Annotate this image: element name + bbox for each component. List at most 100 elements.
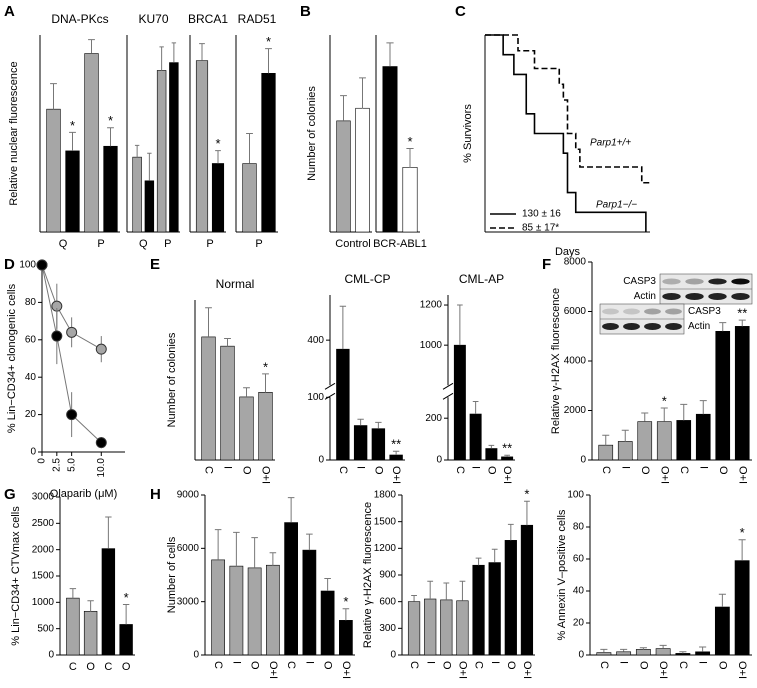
error-bar <box>171 42 177 63</box>
panel-label: D <box>4 256 15 273</box>
x-tick-label: C <box>104 661 112 673</box>
error-bar <box>639 647 647 650</box>
bar <box>637 421 653 461</box>
x-tick-label: C <box>598 661 610 669</box>
error-bar <box>621 429 629 442</box>
bar <box>655 648 671 656</box>
error-bar <box>488 444 495 449</box>
error-bar <box>134 144 140 158</box>
bar <box>247 567 262 656</box>
blot-band <box>602 308 619 315</box>
legend-label: 130 ± 16 <box>522 209 561 220</box>
error-bar <box>738 539 746 561</box>
x-tick-label: Q <box>139 238 148 250</box>
y-tick-label: 80 <box>573 522 585 533</box>
y-axis-label: Number of colonies <box>166 332 178 427</box>
curve-label: Parp1−/− <box>596 200 637 211</box>
error-bar <box>679 651 687 654</box>
blot-band <box>731 278 750 285</box>
x-tick-label: C <box>337 466 349 474</box>
panel-label: H <box>150 486 161 503</box>
x-tick-label: P <box>164 238 171 250</box>
error-bar <box>342 608 350 621</box>
y-tick-label: 8000 <box>564 257 587 268</box>
blot-band <box>623 308 640 315</box>
y-tick-label: 80 <box>25 297 37 308</box>
y-tick-label: 1800 <box>374 490 397 501</box>
x-tick-label: P <box>97 238 104 250</box>
bar <box>469 413 482 461</box>
blot-band <box>708 278 727 285</box>
bar <box>440 599 453 656</box>
bar <box>229 565 244 656</box>
significance-mark: * <box>215 136 220 151</box>
bar <box>616 651 632 656</box>
bar <box>320 590 335 656</box>
chart-title: DNA-PKcs <box>51 12 108 26</box>
y-tick-label: 9000 <box>177 490 200 501</box>
error-bar <box>491 548 498 563</box>
y-axis-label: % Annexin V–positive cells <box>556 509 568 640</box>
bar <box>501 456 514 461</box>
y-axis-label: Relative γ-H2AX fluorescence <box>362 502 374 648</box>
chart-title: CML-CP <box>344 272 390 286</box>
x-tick-label: I <box>619 466 631 469</box>
bar <box>596 652 612 656</box>
series-line <box>485 34 647 232</box>
significance-mark: * <box>662 393 667 408</box>
x-tick-label: 10.0 <box>96 458 107 478</box>
blot-band <box>662 278 681 285</box>
significance-mark: * <box>70 118 75 133</box>
x-tick-label: C <box>212 661 224 669</box>
panel-label: G <box>4 486 16 503</box>
y-tick-label: 0 <box>390 650 396 661</box>
x-tick-label: 5.0 <box>66 458 77 472</box>
error-bar <box>339 305 347 350</box>
y-tick-label: 0 <box>48 650 54 661</box>
x-tick-label: O <box>322 661 334 670</box>
error-bar <box>660 407 668 422</box>
bar <box>284 522 298 656</box>
error-bar <box>357 418 364 426</box>
error-bar <box>50 83 57 110</box>
series-line <box>485 34 650 184</box>
y-tick-label: 2000 <box>564 405 587 416</box>
error-bar <box>443 582 450 600</box>
x-tick-label: I <box>303 661 315 664</box>
y-tick-label: 0 <box>193 650 199 661</box>
bar <box>66 597 80 656</box>
blot-band <box>644 323 661 330</box>
point <box>66 409 78 421</box>
error-bar <box>205 307 212 337</box>
x-tick-label: BCR-ABL1 <box>373 238 427 250</box>
y-tick-label: 2000 <box>32 544 55 555</box>
bar <box>266 564 280 656</box>
x-tick-label: O+I <box>736 466 748 484</box>
x-tick-label: O+I <box>501 466 513 484</box>
bar <box>695 413 711 461</box>
error-bar <box>269 552 277 566</box>
point <box>95 343 107 355</box>
bar <box>520 524 534 656</box>
x-tick-label: O <box>86 661 95 673</box>
blot-label: Actin <box>688 321 710 332</box>
y-tick-label: 0 <box>318 455 324 466</box>
error-bar <box>243 387 250 397</box>
bar <box>220 345 235 461</box>
y-tick-label: 2500 <box>32 518 55 529</box>
error-bar <box>659 644 667 649</box>
blot-band <box>685 278 704 285</box>
y-tick-label: 4000 <box>564 356 587 367</box>
blot-band <box>602 323 619 330</box>
y-tick-label: 60 <box>573 554 585 565</box>
error-bar <box>602 434 610 446</box>
bar <box>261 73 276 233</box>
bar <box>407 601 421 656</box>
x-tick-label: C <box>677 661 689 669</box>
bar <box>302 549 317 656</box>
error-bar <box>641 412 649 422</box>
error-bar <box>392 450 400 455</box>
bar <box>353 425 368 461</box>
error-bar <box>680 403 688 421</box>
chart-title: RAD51 <box>238 12 277 26</box>
